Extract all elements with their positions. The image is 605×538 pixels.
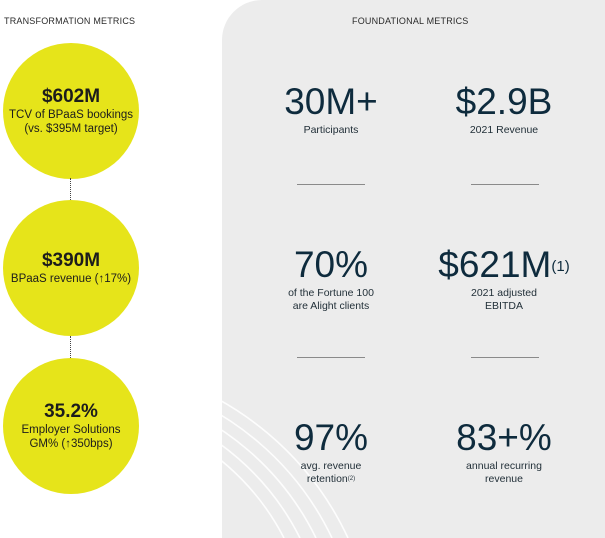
metric-circle-bpaas-revenue: $390M BPaaS revenue (↑17%) xyxy=(3,200,139,336)
foundational-metrics-title: FOUNDATIONAL METRICS xyxy=(352,16,469,26)
divider xyxy=(297,184,365,185)
metric-value: 97% xyxy=(293,417,369,458)
metric-label: retention(2) xyxy=(256,473,406,486)
metric-ebitda: $621M(1) 2021 adjusted EBITDA xyxy=(429,245,579,313)
metric-participants: 30M+ Participants xyxy=(256,82,406,137)
circle-value: 35.2% xyxy=(44,401,98,422)
metric-label: 2021 Revenue xyxy=(469,124,539,136)
circle-label: TCV of BPaaS bookings xyxy=(8,109,133,121)
metric-circle-bookings: $602M TCV of BPaaS bookings (vs. $395M t… xyxy=(3,43,139,179)
metric-label: annual recurring xyxy=(466,460,542,472)
metric-label: Participants xyxy=(303,124,359,136)
metric-label: EBITDA xyxy=(485,300,523,312)
metric-value: 30M+ xyxy=(284,81,378,122)
metric-circle-gross-margin: 35.2% Employer Solutions GM% (↑350bps) xyxy=(3,358,139,494)
metric-revenue: $2.9B 2021 Revenue xyxy=(429,82,579,137)
metric-label: of the Fortune 100 xyxy=(288,287,374,299)
divider xyxy=(297,357,365,358)
metric-fortune-100: 70% of the Fortune 100 are Alight client… xyxy=(256,245,406,313)
dotted-connector xyxy=(70,336,71,360)
metric-recurring-revenue: 83+% annual recurring revenue xyxy=(429,418,579,486)
divider xyxy=(471,357,539,358)
transformation-metrics-title: TRANSFORMATION METRICS xyxy=(4,16,136,26)
metric-retention: 97% avg. revenue retention(2) xyxy=(256,418,406,486)
metric-label: 2021 adjusted xyxy=(471,287,537,299)
metric-value: 70% xyxy=(293,244,369,285)
metric-value: $2.9B xyxy=(455,81,553,122)
metric-value-text: $621M xyxy=(438,244,552,285)
circle-label: (vs. $395M target) xyxy=(24,123,118,135)
circle-value: $602M xyxy=(41,86,101,107)
metric-value: $621M(1) xyxy=(429,245,579,285)
metric-label: avg. revenue xyxy=(300,460,362,472)
metric-label: revenue xyxy=(485,473,523,485)
dotted-connector xyxy=(70,178,71,202)
metric-value: 83+% xyxy=(456,417,552,458)
metric-label: are Alight clients xyxy=(292,300,370,312)
circle-label: BPaaS revenue (↑17%) xyxy=(10,273,132,285)
circle-value: $390M xyxy=(41,250,101,271)
divider xyxy=(471,184,539,185)
metric-label-text: retention xyxy=(306,473,348,485)
circle-label: GM% (↑350bps) xyxy=(29,438,113,450)
footnote-marker: (1) xyxy=(551,258,570,275)
circle-label: Employer Solutions xyxy=(21,424,121,436)
footnote-marker: (2) xyxy=(347,476,356,482)
